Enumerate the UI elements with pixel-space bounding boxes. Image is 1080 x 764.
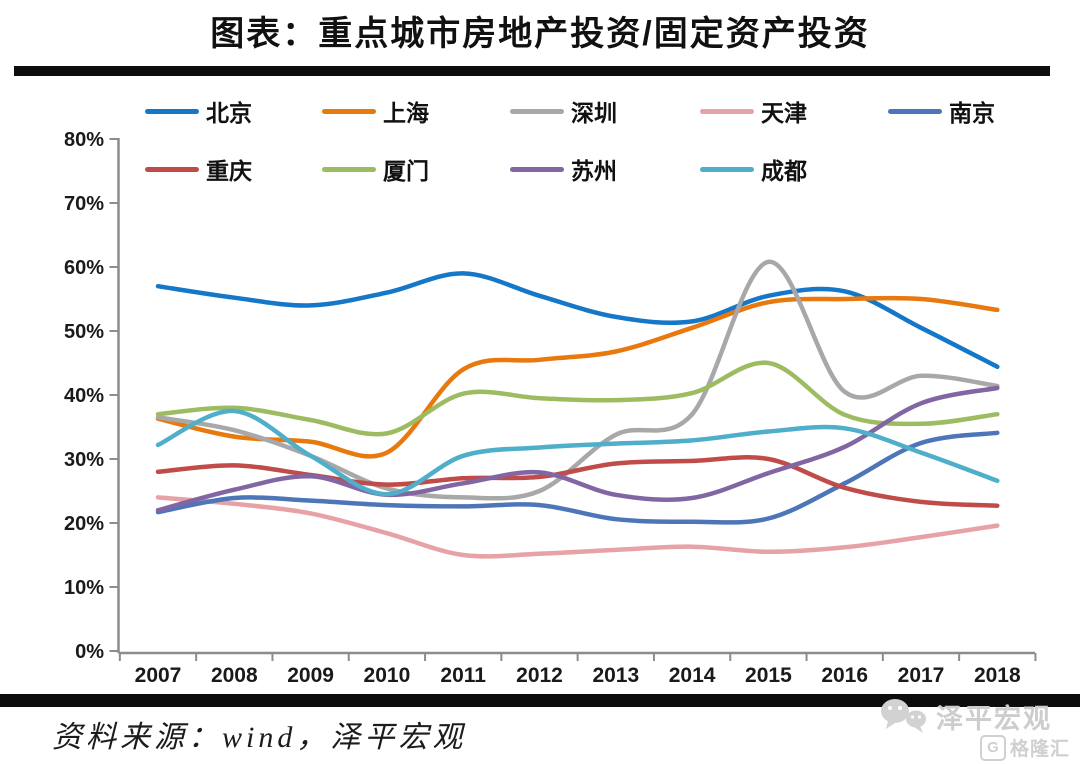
- gelonghui-logo: G 格隆汇: [979, 734, 1070, 761]
- legend-label-shenzhen: 深圳: [571, 100, 617, 126]
- series-line-tianjin: [155, 495, 1000, 559]
- legend-item-chengdu: 成都: [700, 156, 807, 184]
- series-line-xiamen: [155, 360, 1000, 437]
- legend-label-chengdu: 成都: [761, 158, 807, 184]
- footer-divider-rule: [0, 694, 1080, 707]
- series-line-nanjing: [155, 430, 1000, 525]
- y-tick-label: 40%: [64, 385, 104, 407]
- series-line-chengdu: [155, 408, 1000, 497]
- gelonghui-logo-letter: G: [979, 734, 1006, 761]
- y-tick-label: 50%: [64, 321, 104, 343]
- brand-watermark: 泽平宏观: [878, 696, 1052, 736]
- legend-item-tianjin: 天津: [700, 98, 807, 126]
- legend-swatch-chongqing: [145, 166, 199, 172]
- x-tick-label: 2012: [516, 664, 563, 687]
- series-line-suzhou: [155, 385, 1000, 513]
- legend-swatch-xiamen: [322, 166, 376, 172]
- legend-swatch-chengdu: [700, 166, 754, 172]
- y-tick-label: 10%: [64, 577, 104, 599]
- x-tick-label: 2015: [745, 664, 792, 687]
- x-tick-label: 2008: [211, 664, 258, 687]
- legend-label-chongqing: 重庆: [206, 158, 252, 184]
- watermark-brand-text: 泽平宏观: [936, 703, 1052, 734]
- legend-item-beijing: 北京: [145, 98, 252, 126]
- x-tick-label: 2007: [135, 664, 182, 687]
- legend-item-nanjing: 南京: [888, 98, 995, 126]
- y-tick-label: 30%: [64, 449, 104, 471]
- y-tick-label: 60%: [64, 257, 104, 279]
- legend-item-shanghai: 上海: [322, 98, 429, 126]
- y-tick-label: 80%: [64, 129, 104, 151]
- gelonghui-logo-text: 格隆汇: [1009, 739, 1070, 760]
- legend-label-beijing: 北京: [206, 100, 252, 126]
- x-tick-label: 2014: [669, 664, 716, 687]
- x-tick-label: 2011: [440, 664, 486, 687]
- title-divider-rule: [14, 66, 1050, 76]
- y-tick-label: 20%: [64, 513, 104, 535]
- x-tick-label: 2018: [974, 664, 1021, 687]
- legend-label-tianjin: 天津: [761, 100, 807, 126]
- legend-item-suzhou: 苏州: [510, 156, 617, 184]
- legend-label-shanghai: 上海: [383, 100, 429, 126]
- y-tick-label: 0%: [75, 641, 104, 663]
- x-tick-label: 2016: [821, 664, 868, 687]
- legend-swatch-nanjing: [888, 108, 942, 114]
- page-title: 图表：重点城市房地产投资/固定资产投资: [210, 15, 870, 53]
- legend-item-chongqing: 重庆: [145, 156, 252, 184]
- x-tick-label: 2017: [898, 664, 945, 687]
- legend-swatch-tianjin: [700, 108, 754, 114]
- legend-item-xiamen: 厦门: [322, 156, 429, 184]
- x-tick-label: 2009: [287, 664, 334, 687]
- wechat-icon: [881, 699, 926, 733]
- y-tick-label: 70%: [64, 193, 104, 215]
- series-line-beijing: [155, 271, 1000, 370]
- legend-item-shenzhen: 深圳: [510, 98, 617, 126]
- legend-swatch-beijing: [145, 108, 199, 114]
- x-tick-label: 2013: [592, 664, 639, 687]
- series-line-shanghai: [155, 295, 1000, 459]
- data-source-note: 资料来源：wind，泽平宏观: [52, 721, 467, 754]
- legend-swatch-shanghai: [322, 108, 376, 114]
- legend-label-nanjing: 南京: [949, 100, 995, 126]
- legend-swatch-shenzhen: [510, 108, 564, 114]
- legend-label-suzhou: 苏州: [571, 158, 617, 184]
- legend-swatch-suzhou: [510, 166, 564, 172]
- legend-label-xiamen: 厦门: [383, 158, 429, 184]
- x-tick-label: 2010: [364, 664, 411, 687]
